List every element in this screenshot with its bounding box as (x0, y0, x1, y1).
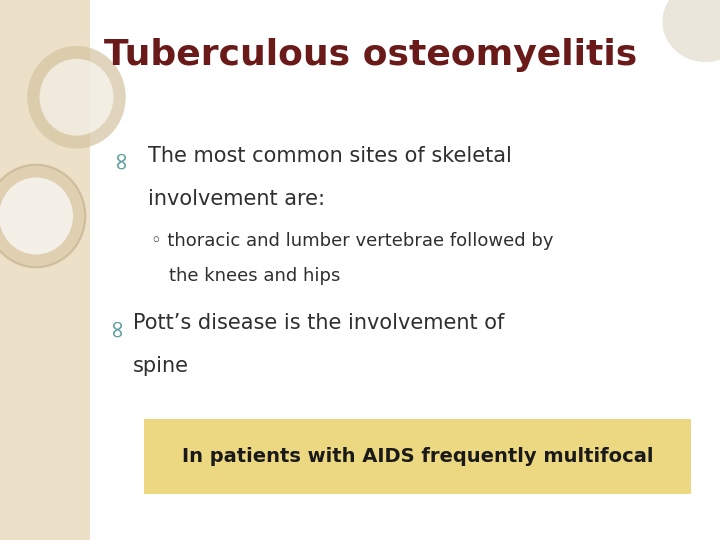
Text: Tuberculous osteomyelitis: Tuberculous osteomyelitis (104, 38, 638, 72)
Ellipse shape (40, 59, 114, 136)
Text: ∞: ∞ (104, 316, 128, 337)
Ellipse shape (27, 46, 126, 148)
Text: ◦ thoracic and lumber vertebrae followed by: ◦ thoracic and lumber vertebrae followed… (151, 232, 554, 250)
Ellipse shape (0, 178, 73, 254)
Text: involvement are:: involvement are: (148, 189, 325, 209)
Text: ∞: ∞ (108, 148, 132, 170)
Text: Pott’s disease is the involvement of: Pott’s disease is the involvement of (133, 313, 505, 333)
Ellipse shape (0, 165, 85, 267)
Bar (0, 0, 90, 540)
Ellipse shape (662, 0, 720, 62)
Text: the knees and hips: the knees and hips (169, 267, 341, 285)
FancyBboxPatch shape (144, 418, 691, 494)
Text: In patients with AIDS frequently multifocal: In patients with AIDS frequently multifo… (182, 447, 653, 466)
Text: spine: spine (133, 356, 189, 376)
Text: The most common sites of skeletal: The most common sites of skeletal (148, 146, 511, 166)
